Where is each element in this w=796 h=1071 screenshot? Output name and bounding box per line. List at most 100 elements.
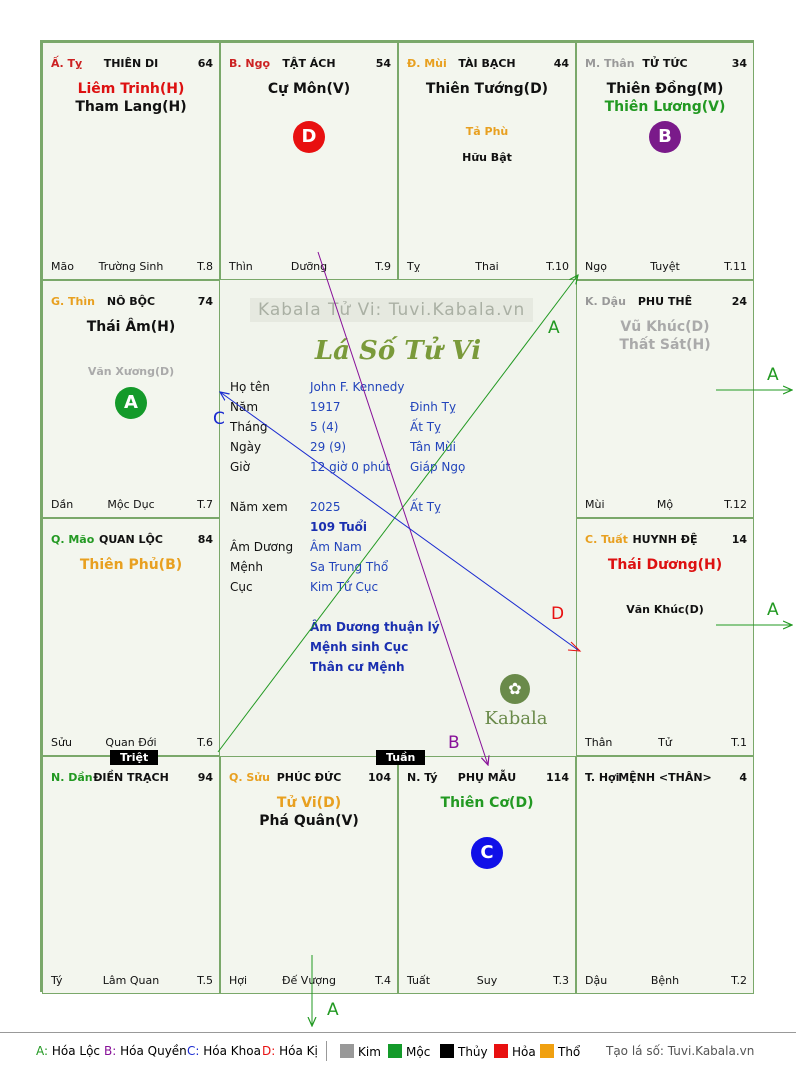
major-star: Thiên Tướng(D) (425, 81, 549, 97)
life-stage: Tuyệt (650, 260, 680, 273)
life-stage-left: Dần (51, 498, 74, 511)
legend-hoa-loc: A: Hóa Lộc (36, 1044, 101, 1058)
transform-marker: C (471, 837, 503, 869)
life-stage-left: Mão (51, 260, 74, 273)
info-value: 29 (9) (310, 440, 347, 454)
tree-icon: ✿ (500, 674, 530, 704)
decade-marker: T.4 (375, 974, 391, 987)
legend-hoa-ki: D: Hóa Kị (262, 1044, 318, 1058)
legend-thuy: Thủy (440, 1044, 488, 1059)
palace-cell: G. Thìn NÔ BỘC 74 Thái Âm(H) Văn Xương(D) A Dầ… (42, 280, 220, 518)
info-row: Tháng 5 (4) Ất Tỵ (230, 420, 570, 436)
major-star: Thiên Phủ(B) (79, 557, 183, 573)
life-stage-left: Mùi (585, 498, 605, 511)
info-key: Năm xem (230, 500, 288, 514)
arrow-label-a-r2: A (767, 600, 779, 620)
decade-marker: T.2 (731, 974, 747, 987)
life-stage-left: Hợi (229, 974, 248, 987)
transform-marker: A (115, 387, 147, 419)
palace-branch: K. Dậu (585, 295, 626, 308)
palace-number: 94 (197, 771, 213, 784)
palace-name: MỆNH <THÂN> (618, 771, 712, 784)
info-row: Âm Dương Âm Nam (230, 540, 570, 556)
life-stage: Mộc Dục (107, 498, 155, 511)
info-value: 109 Tuổi (310, 520, 367, 534)
palace-cell: B. Ngọ TẬT ÁCH 54 Cự Môn(V) D Thìn Dưỡng T.9 (220, 42, 398, 280)
palace-number: 54 (375, 57, 391, 70)
major-star: Thái Dương(H) (607, 557, 723, 573)
palace-number: 114 (546, 771, 569, 784)
legend-kim: Kim (340, 1044, 381, 1059)
life-stage: Lâm Quan (102, 974, 160, 987)
palace-name: PHÚC ĐỨC (276, 771, 342, 784)
info-key: Mệnh (230, 560, 263, 574)
palace-cell: N. Dần ĐIỀN TRẠCH 94 Tý Lâm Quan T.5 (42, 756, 220, 994)
major-star: Thái Âm(H) (86, 319, 176, 335)
decade-marker: T.5 (197, 974, 213, 987)
info-value: 2025 (310, 500, 341, 514)
major-star: Thiên Cơ(D) (440, 795, 534, 811)
palace-branch: T. Hợi (585, 771, 620, 784)
palace-number: 104 (368, 771, 391, 784)
palace-name: TÀI BẠCH (458, 57, 516, 70)
palace-branch: G. Thìn (51, 295, 95, 308)
decade-marker: T.3 (553, 974, 569, 987)
palace-number: 4 (739, 771, 747, 784)
life-stage: Mộ (656, 498, 674, 511)
palace-name: TỬ TỨC (642, 57, 688, 70)
palace-cell: T. Hợi MỆNH <THÂN> 4 Dậu Bệnh T.2 (576, 756, 754, 994)
major-star: Cự Môn(V) (267, 81, 351, 97)
info-value: Âm Nam (310, 540, 362, 554)
transform-marker: B (649, 121, 681, 153)
legend-bar: A: Hóa Lộc B: Hóa Quyền C: Hóa Khoa D: H… (0, 1032, 796, 1071)
life-stage-left: Dậu (585, 974, 608, 987)
info-value: 12 giờ 0 phút (310, 460, 391, 474)
legend-moc: Mộc (388, 1044, 430, 1059)
legend-hoa-quyen: B: Hóa Quyền (104, 1044, 187, 1058)
palace-branch: N. Dần (51, 771, 93, 784)
life-stage-left: Thân (585, 736, 613, 749)
palace-branch: B. Ngọ (229, 57, 271, 70)
triet-tag: Triệt (110, 750, 159, 765)
info-value-can-chi: Ất Tỵ (410, 420, 442, 434)
major-star: Tử Vi(D) (276, 795, 342, 811)
life-stage: Dưỡng (290, 260, 328, 273)
info-value: John F. Kennedy (310, 380, 405, 394)
palace-number: 64 (197, 57, 213, 70)
palace-name: PHU THÊ (637, 295, 693, 308)
info-value: 1917 (310, 400, 341, 414)
minor-star: Tả Phù (465, 125, 509, 138)
watermark-text: Kabala Tử Vi: Tuvi.Kabala.vn (250, 298, 534, 322)
info-row: Năm 1917 Đinh Tỵ (230, 400, 570, 416)
info-row: Giờ 12 giờ 0 phút Giáp Ngọ (230, 460, 570, 476)
palace-name: ĐIỀN TRẠCH (93, 771, 169, 784)
info-value: Sa Trung Thổ (310, 560, 389, 574)
info-key: Giờ (230, 460, 250, 474)
decade-marker: T.6 (197, 736, 213, 749)
palace-cell: K. Dậu PHU THÊ 24 Vũ Khúc(D) Thất Sát(H) Mùi M… (576, 280, 754, 518)
thuy-swatch (440, 1044, 454, 1058)
logo-text: Kabala (484, 708, 548, 729)
life-stage-left: Tý (51, 974, 63, 987)
decade-marker: T.9 (375, 260, 391, 273)
palace-number: 74 (197, 295, 213, 308)
info-key: Cục (230, 580, 253, 594)
arrow-label-a-down: A (327, 1000, 339, 1020)
palace-number: 14 (731, 533, 747, 546)
life-stage-left: Sửu (51, 736, 72, 749)
info-value-can-chi: Tân Mùi (410, 440, 456, 454)
chart-note: Mệnh sinh Cục (310, 640, 409, 654)
chart-title: Lá Số Tử Vi (314, 336, 482, 366)
legend-hoa: Hỏa (494, 1044, 536, 1059)
major-star: Vũ Khúc(D) (620, 319, 710, 335)
palace-name: NÔ BỘC (106, 295, 156, 308)
life-stage: Bệnh (650, 974, 680, 987)
palace-branch: Đ. Mùi (407, 57, 447, 70)
info-row: Mệnh Sa Trung Thổ (230, 560, 570, 576)
palace-name: PHỤ MẪU (457, 771, 517, 784)
info-row: 109 Tuổi (230, 520, 570, 536)
info-key: Năm (230, 400, 259, 414)
moc-swatch (388, 1044, 402, 1058)
minor-star: Hữu Bật (462, 151, 512, 164)
legend-divider (326, 1041, 327, 1061)
